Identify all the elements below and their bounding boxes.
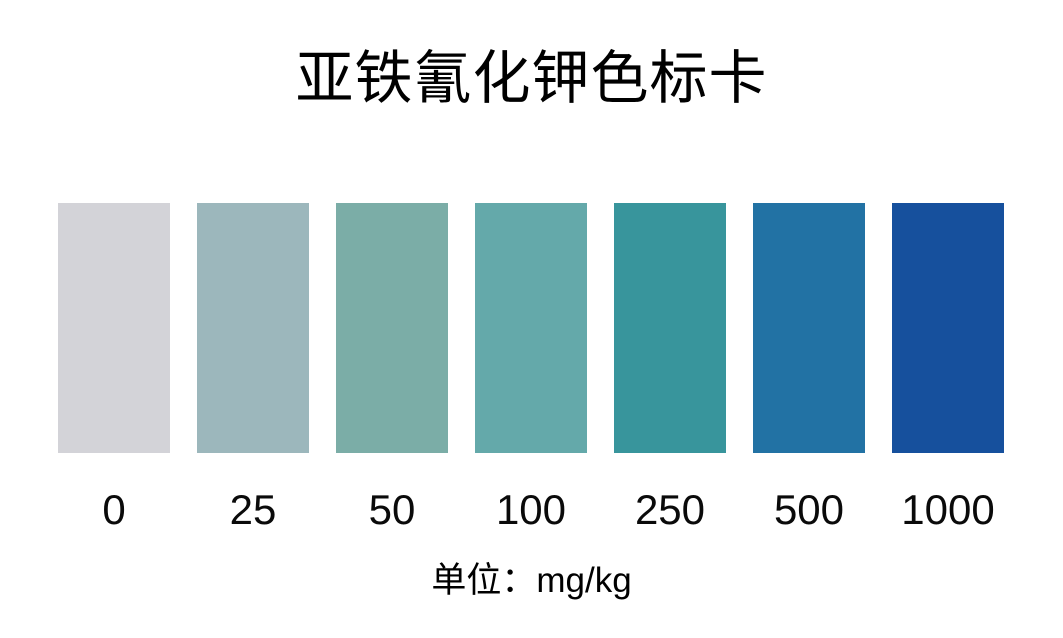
swatch-value-label: 100 bbox=[495, 486, 567, 533]
swatch-column-6: 1000 bbox=[892, 203, 1004, 534]
swatch-value-label: 500 bbox=[773, 486, 845, 533]
color-swatch bbox=[197, 203, 309, 453]
color-swatch bbox=[753, 203, 865, 453]
swatch-value-label: 25 bbox=[229, 486, 277, 533]
swatch-column-2: 50 bbox=[336, 203, 448, 534]
color-swatch bbox=[58, 203, 170, 453]
swatch-column-0: 0 bbox=[58, 203, 170, 534]
color-swatch bbox=[336, 203, 448, 453]
swatch-value-label: 0 bbox=[102, 486, 126, 533]
color-swatch-row: 0 25 50 100 250 500 1000 bbox=[58, 203, 1004, 534]
page-title: 亚铁氰化钾色标卡 bbox=[295, 46, 768, 111]
swatch-column-4: 250 bbox=[614, 203, 726, 534]
swatch-value-label: 1000 bbox=[901, 486, 995, 533]
swatch-column-3: 100 bbox=[475, 203, 587, 534]
swatch-column-1: 25 bbox=[197, 203, 309, 534]
color-swatch bbox=[892, 203, 1004, 453]
color-swatch bbox=[475, 203, 587, 453]
swatch-value-label: 50 bbox=[368, 486, 416, 533]
unit-label: 单位：mg/kg bbox=[431, 561, 632, 600]
swatch-value-label: 250 bbox=[634, 486, 706, 533]
color-swatch bbox=[614, 203, 726, 453]
swatch-column-5: 500 bbox=[753, 203, 865, 534]
